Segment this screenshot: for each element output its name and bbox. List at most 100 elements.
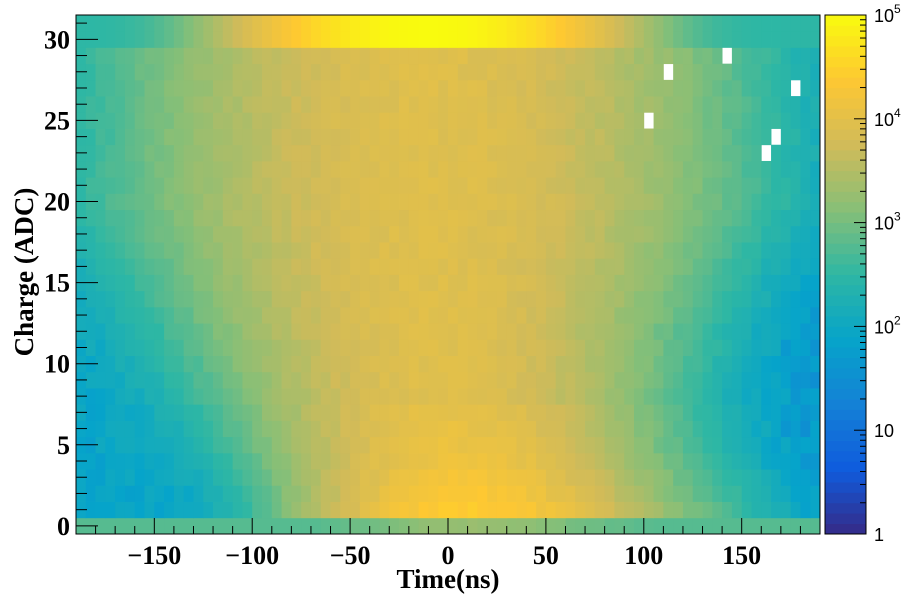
heatmap-cell [771,469,782,486]
heatmap-cell [408,290,420,308]
heatmap-cell [702,323,713,340]
heatmap-cell [790,63,801,81]
heatmap-cell [800,404,811,421]
heatmap-cell [536,177,547,194]
heatmap-cell [389,193,400,211]
heatmap-cell [262,420,273,438]
heatmap-cell [643,193,654,211]
heatmap-cell [242,274,253,292]
heatmap-cell [124,469,136,486]
heatmap-cell [95,274,106,292]
heatmap-cell [183,47,194,65]
heatmap-cell [673,485,684,502]
heatmap-cell [399,517,410,535]
heatmap-cell [232,452,243,470]
heatmap-cell [751,452,762,470]
heatmap-cell [222,274,234,292]
heatmap-cell [164,193,175,211]
heatmap-cell [653,323,664,340]
heatmap-cell [242,517,253,535]
heatmap-cell [545,31,557,48]
heatmap-cell [673,31,684,48]
heatmap-cell [301,485,312,502]
heatmap-cell [105,96,116,113]
heatmap-cell [614,371,625,389]
heatmap-cell [232,371,243,389]
heatmap-cell [115,47,126,65]
heatmap-cell [790,128,801,146]
heatmap-cell [506,177,517,194]
heatmap-cell [526,290,537,308]
heatmap-cell [242,469,253,486]
heatmap-cell [712,436,723,454]
heatmap-cell [438,225,449,243]
heatmap-cell [614,144,625,162]
heatmap-cell [741,323,752,340]
heatmap-cell [320,31,331,48]
heatmap-cell [379,485,390,502]
heatmap-cell [780,339,792,356]
heatmap-cell [183,436,194,454]
heatmap-cell [242,160,253,178]
heatmap-cell [379,306,390,324]
heatmap-cell [516,436,527,454]
heatmap-cell [663,193,674,211]
colorbar-swatch [825,471,866,483]
heatmap-cell [281,436,292,454]
heatmap-cell [751,63,762,81]
colorbar-swatch [825,264,866,275]
heatmap-cell [790,501,801,519]
heatmap-cell [310,501,322,519]
heatmap-cell [761,128,772,146]
heatmap-cell [594,47,606,65]
heatmap-cell [712,128,723,146]
heatmap-cell [555,47,566,65]
heatmap-cell [585,290,596,308]
heatmap-cell [741,388,752,405]
heatmap-cell [438,274,449,292]
heatmap-cell [663,306,674,324]
heatmap-cell [487,47,498,65]
heatmap-cell [712,47,723,65]
heatmap-cell [438,209,449,227]
heatmap-cell [232,15,243,32]
heatmap-cell [545,517,557,535]
heatmap-cell [673,160,684,178]
heatmap-cell [105,469,116,486]
heatmap-cell [702,47,713,65]
heatmap-cell [134,225,145,243]
heatmap-cell [526,258,537,275]
heatmap-cell [418,306,429,324]
heatmap-cell [164,452,175,470]
heatmap-cell [301,47,312,65]
heatmap-cell [545,323,557,340]
heatmap-cell [575,323,586,340]
heatmap-cell [115,177,126,194]
heatmap-cell [310,290,322,308]
heatmap-cell [536,225,547,243]
heatmap-cell [340,79,351,97]
heatmap-cell [408,112,420,129]
heatmap-cell [477,517,488,535]
heatmap-cell [379,47,390,65]
heatmap-cell [222,225,234,243]
heatmap-cell [771,112,782,129]
heatmap-cell [164,47,175,65]
heatmap-cell [105,517,116,535]
heatmap-cell [232,339,243,356]
heatmap-cell [213,225,224,243]
heatmap-cell [555,63,566,81]
heatmap-cell [369,96,380,113]
heatmap-cell [653,47,664,65]
heatmap-cell [487,339,498,356]
heatmap-cell [634,96,645,113]
heatmap-cell [203,420,214,438]
heatmap-cell [359,306,371,324]
colorbar-swatch [825,98,866,109]
heatmap-cell [682,517,694,535]
heatmap-cell [369,436,380,454]
heatmap-cell [183,388,194,405]
heatmap-cell [291,31,302,48]
heatmap-cell [320,436,331,454]
heatmap-cell [232,469,243,486]
